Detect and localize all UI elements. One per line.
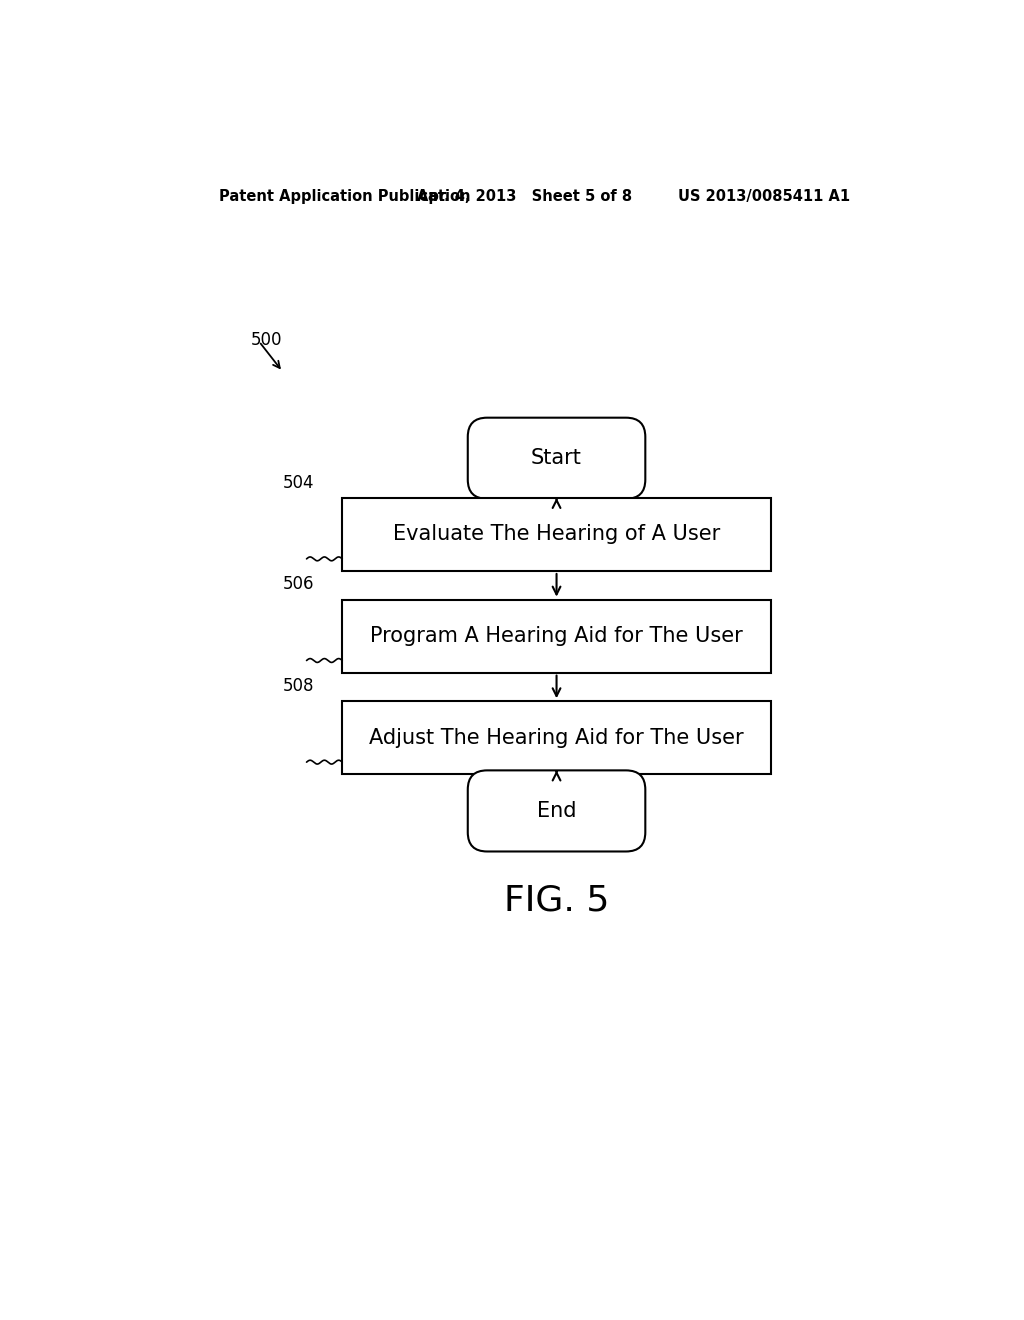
Text: 506: 506 <box>283 576 314 594</box>
Text: Patent Application Publication: Patent Application Publication <box>219 189 471 203</box>
Text: 508: 508 <box>283 677 314 696</box>
FancyBboxPatch shape <box>342 701 771 775</box>
Text: 500: 500 <box>251 331 283 350</box>
FancyBboxPatch shape <box>342 498 771 572</box>
Text: End: End <box>537 801 577 821</box>
FancyBboxPatch shape <box>468 771 645 851</box>
Text: Evaluate The Hearing of A User: Evaluate The Hearing of A User <box>393 524 720 544</box>
FancyBboxPatch shape <box>468 417 645 499</box>
Text: FIG. 5: FIG. 5 <box>504 883 609 917</box>
FancyBboxPatch shape <box>342 599 771 673</box>
Text: Start: Start <box>531 449 582 469</box>
Text: Apr. 4, 2013   Sheet 5 of 8: Apr. 4, 2013 Sheet 5 of 8 <box>417 189 633 203</box>
Text: Program A Hearing Aid for The User: Program A Hearing Aid for The User <box>370 626 743 645</box>
Text: US 2013/0085411 A1: US 2013/0085411 A1 <box>678 189 850 203</box>
Text: 504: 504 <box>283 474 314 492</box>
Text: Adjust The Hearing Aid for The User: Adjust The Hearing Aid for The User <box>370 727 743 747</box>
